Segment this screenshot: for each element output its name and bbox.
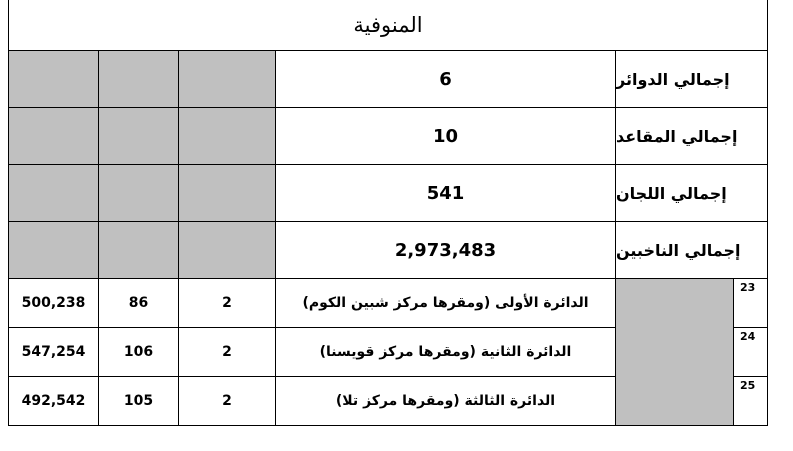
district-voters: 547,254	[8, 327, 99, 377]
total-committees-value: 541	[275, 164, 616, 222]
total-voters-label: إجمالي الناخبين	[615, 221, 768, 279]
empty-cell	[98, 50, 179, 108]
district-voters: 500,238	[8, 278, 99, 328]
district-committees: 105	[98, 376, 179, 426]
total-districts-label: إجمالي الدوائر	[615, 50, 768, 108]
total-seats-value: 10	[275, 107, 616, 165]
empty-cell	[8, 107, 99, 165]
district-committees: 86	[98, 278, 179, 328]
empty-cell	[8, 50, 99, 108]
district-seats: 2	[178, 327, 276, 377]
district-index: 23	[733, 278, 768, 328]
district-seats: 2	[178, 376, 276, 426]
district-name: الدائرة الأولى (ومقرها مركز شبين الكوم)	[275, 278, 616, 328]
empty-cell	[8, 164, 99, 222]
empty-cell	[178, 50, 276, 108]
district-seats: 2	[178, 278, 276, 328]
empty-cell	[178, 221, 276, 279]
district-name: الدائرة الثالثة (ومقرها مركز تلا)	[275, 376, 616, 426]
total-voters-value: 2,973,483	[275, 221, 616, 279]
empty-cell	[98, 107, 179, 165]
district-index: 25	[733, 376, 768, 426]
total-committees-label: إجمالي اللجان	[615, 164, 768, 222]
district-name: الدائرة الثانية (ومقرها مركز قويسنا)	[275, 327, 616, 377]
district-voters: 492,542	[8, 376, 99, 426]
empty-cell	[98, 164, 179, 222]
district-index: 24	[733, 327, 768, 377]
empty-cell	[8, 221, 99, 279]
merged-empty-cell	[615, 278, 734, 426]
governorate-title: المنوفية	[8, 0, 768, 51]
empty-cell	[178, 164, 276, 222]
district-committees: 106	[98, 327, 179, 377]
total-seats-label: إجمالي المقاعد	[615, 107, 768, 165]
empty-cell	[178, 107, 276, 165]
total-districts-value: 6	[275, 50, 616, 108]
empty-cell	[98, 221, 179, 279]
